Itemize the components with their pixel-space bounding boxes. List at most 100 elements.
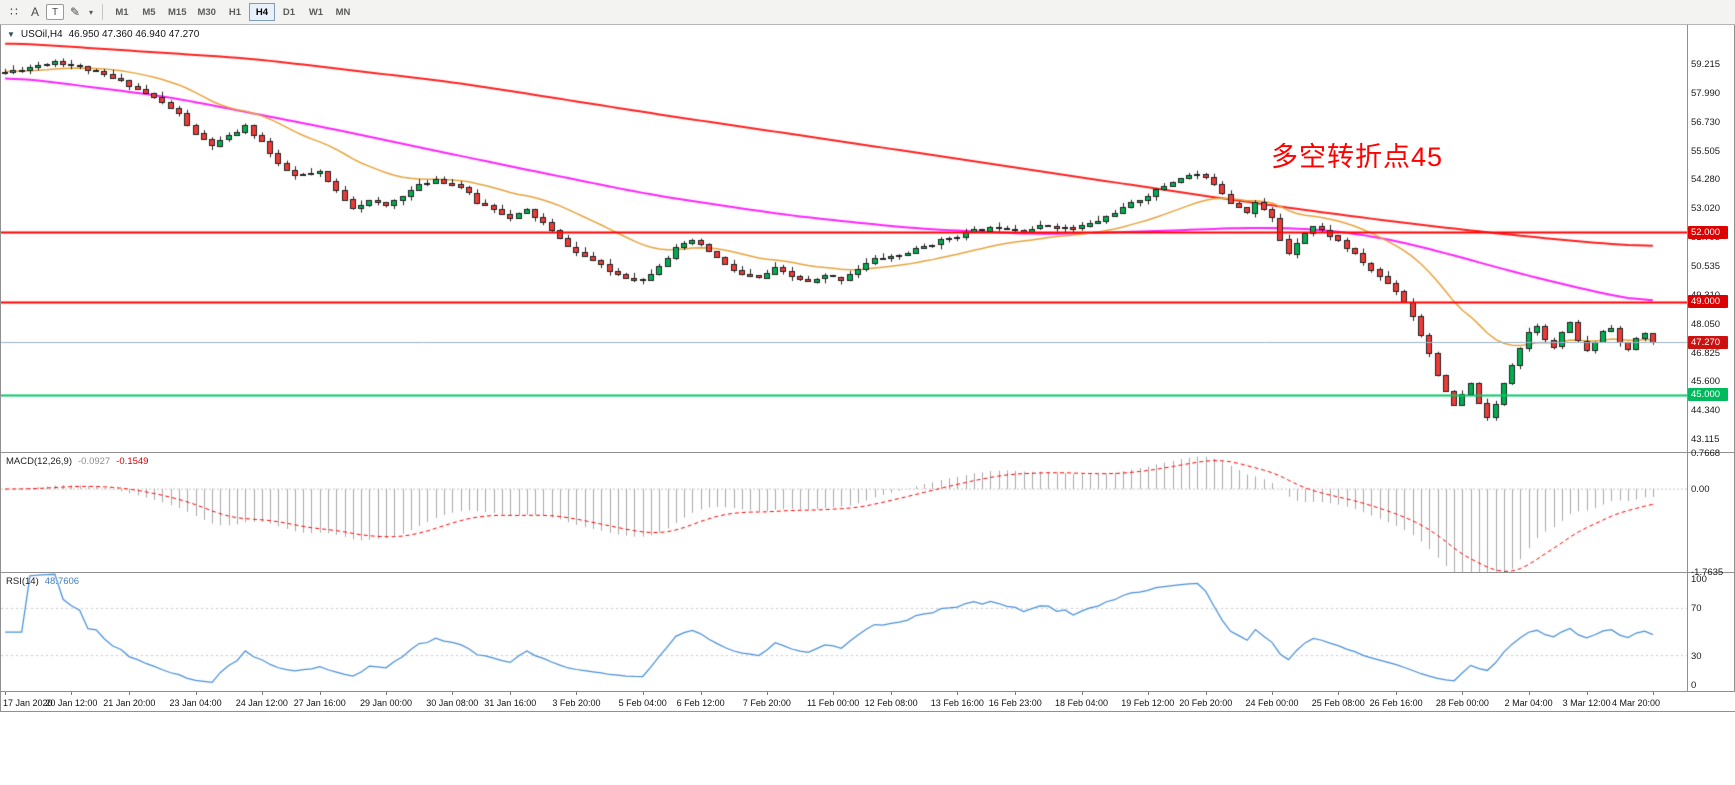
timeframe-w1[interactable]: W1 (308, 6, 324, 18)
time-label: 16 Feb 23:00 (988, 698, 1042, 708)
time-tick (1272, 692, 1273, 695)
macd-indicator-canvas[interactable] (1, 453, 1687, 572)
chart-symbol-label: ▼ USOil,H4 46.950 47.360 46.940 47.270 (7, 29, 199, 40)
timeframe-m1[interactable]: M1 (115, 6, 129, 18)
macd-main-value: -0.0927 (78, 456, 111, 467)
time-label: 31 Jan 16:00 (484, 698, 537, 708)
ohlc-values-text: 46.950 47.360 46.940 47.270 (68, 29, 200, 40)
price-tick: 50.535 (1691, 261, 1721, 273)
timeframe-m30[interactable]: M30 (197, 6, 216, 18)
rsi-name: RSI(14) (6, 576, 39, 587)
rsi-axis-label: 0 (1691, 680, 1697, 691)
time-tick (1653, 692, 1654, 695)
price-tick: 44.340 (1691, 405, 1721, 417)
time-tick (1462, 692, 1463, 695)
price-tick: 49.310 (1691, 290, 1720, 301)
time-tick (386, 692, 387, 695)
text-box-icon[interactable]: T (46, 4, 64, 20)
time-label: 4 Mar 20:00 (1612, 698, 1661, 708)
time-tick (1206, 692, 1207, 695)
time-label: 20 Feb 20:00 (1179, 698, 1233, 708)
price-tick: 55.505 (1691, 145, 1721, 157)
price-scale-separator (1687, 25, 1688, 691)
price-tick: 48.050 (1691, 319, 1721, 331)
time-tick (1338, 692, 1339, 695)
time-label: 11 Feb 00:00 (806, 698, 860, 708)
time-tick (1082, 692, 1083, 695)
time-label: 3 Mar 12:00 (1562, 698, 1611, 708)
time-label: 27 Jan 16:00 (293, 698, 346, 708)
time-tick (957, 692, 958, 695)
time-tick (1529, 692, 1530, 695)
toolbar: ∷ A T ✎ ▾ M1 M5 M15 M30 H1 H4 D1 W1 MN (0, 0, 1735, 25)
time-tick (701, 692, 702, 695)
price-tick: 57.990 (1691, 87, 1721, 99)
macd-axis-label: 0.00 (1691, 484, 1710, 496)
time-label: 20 Jan 12:00 (45, 698, 98, 708)
rsi-value: 48.7606 (44, 576, 80, 587)
price-tick: 59.215 (1691, 59, 1721, 71)
time-tick (320, 692, 321, 695)
macd-axis-label: 0.7668 (1691, 448, 1721, 459)
timeframe-m15[interactable]: M15 (168, 6, 187, 18)
time-tick (129, 692, 130, 695)
text-label-icon[interactable]: A (30, 5, 39, 19)
timeframe-m5[interactable]: M5 (142, 6, 156, 18)
price-tick: 56.730 (1691, 117, 1721, 129)
time-label: 19 Feb 12:00 (1121, 698, 1175, 708)
time-tick (833, 692, 834, 695)
rsi-axis-label: 30 (1691, 650, 1702, 662)
draw-color-icon[interactable]: ✎ (69, 5, 81, 19)
rsi-indicator-canvas[interactable] (1, 573, 1687, 691)
toolbar-separator (102, 4, 103, 20)
time-label: 21 Jan 20:00 (103, 698, 156, 708)
time-label: 30 Jan 08:00 (426, 698, 479, 708)
time-tick (643, 692, 644, 695)
price-tick: 46.825 (1691, 347, 1721, 359)
time-tick (452, 692, 453, 695)
price-tick: 54.280 (1691, 174, 1721, 186)
time-label: 18 Feb 04:00 (1055, 698, 1109, 708)
time-tick (1015, 692, 1016, 695)
time-label: 25 Feb 08:00 (1311, 698, 1365, 708)
time-label: 2 Mar 04:00 (1504, 698, 1553, 708)
time-tick (262, 692, 263, 695)
time-label: 29 Jan 00:00 (359, 698, 413, 708)
price-tick: 43.115 (1691, 433, 1720, 445)
time-label: 23 Jan 04:00 (169, 698, 222, 708)
rsi-axis-label: 70 (1691, 603, 1702, 615)
time-label: 5 Feb 04:00 (618, 698, 667, 708)
time-label: 24 Feb 00:00 (1245, 698, 1299, 708)
price-chart-canvas[interactable] (1, 25, 1687, 452)
time-axis[interactable]: 17 Jan 2020 20 Jan 12:00 21 Jan 20:00 23 Ja… (1, 691, 1735, 711)
price-scale[interactable]: 59.21557.99056.73055.50554.28053.02051.7… (1688, 25, 1735, 691)
time-label: 28 Feb 00:00 (1435, 698, 1489, 708)
timeframe-h4[interactable]: H4 (248, 3, 275, 21)
time-tick (1148, 692, 1149, 695)
time-tick (196, 692, 197, 695)
time-label: 17 Jan 2020 (3, 698, 53, 708)
time-tick (1396, 692, 1397, 695)
panel-divider[interactable] (1, 452, 1735, 453)
time-tick (891, 692, 892, 695)
timeframe-d1[interactable]: D1 (282, 6, 296, 18)
symbol-dropdown-icon[interactable]: ▼ (7, 30, 15, 39)
time-tick (576, 692, 577, 695)
dropdown-caret-icon[interactable]: ▾ (88, 7, 93, 17)
grip-icon[interactable]: ∷ (10, 5, 18, 19)
time-tick (5, 692, 6, 695)
time-tick (71, 692, 72, 695)
rsi-axis-label: 100 (1691, 574, 1707, 585)
chart-annotation-text: 多空转折点45 (1271, 142, 1444, 172)
hline-price-badge: 52.000 (1688, 225, 1728, 239)
time-label: 6 Feb 12:00 (676, 698, 725, 708)
time-label: 26 Feb 16:00 (1369, 698, 1423, 708)
chart-area: ▼ USOil,H4 46.950 47.360 46.940 47.270 多… (0, 25, 1735, 712)
macd-axis-label: -1.7635 (1691, 567, 1724, 578)
timeframe-h1[interactable]: H1 (228, 6, 242, 18)
time-tick (767, 692, 768, 695)
time-label: 12 Feb 08:00 (864, 698, 918, 708)
timeframe-mn[interactable]: MN (335, 6, 351, 18)
panel-divider[interactable] (1, 572, 1735, 573)
